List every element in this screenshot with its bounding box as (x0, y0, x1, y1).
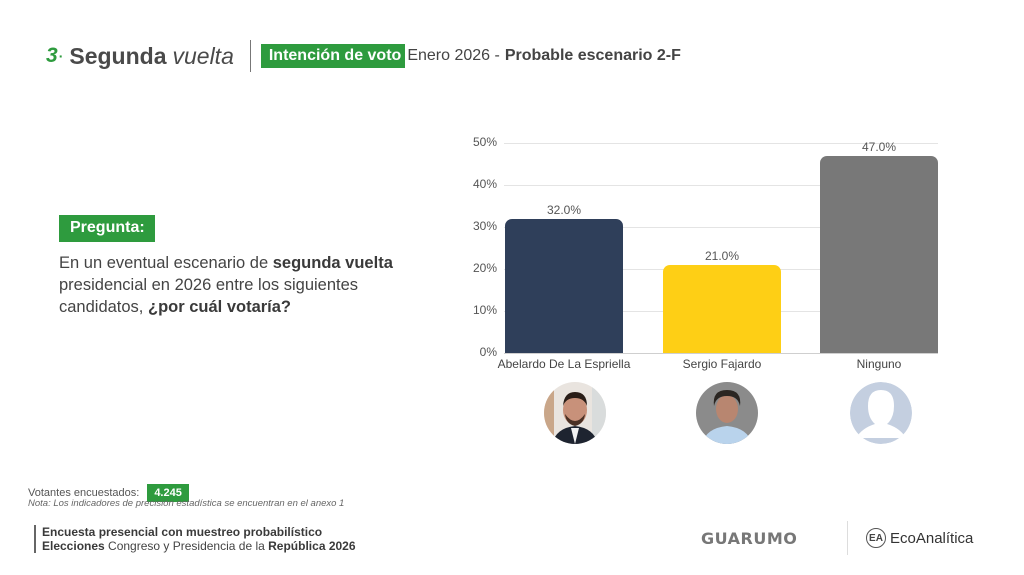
x-category-label: Sergio Fajardo (682, 357, 762, 371)
footer-bold: República 2026 (268, 539, 356, 553)
guarumo-logo: GUARUMO (701, 529, 798, 548)
bar (820, 155, 938, 353)
y-tick-label: 10% (472, 303, 497, 317)
voters-surveyed: Votantes encuestados: 4.245 (28, 484, 189, 502)
y-tick-label: 50% (472, 135, 497, 149)
header-divider (249, 40, 251, 72)
question-label: Pregunta: (59, 215, 155, 242)
question-text: En un eventual escenario de segunda vuel… (59, 252, 409, 318)
avatar-abelardo (544, 382, 606, 444)
y-tick-label: 30% (472, 219, 497, 233)
candidate-photo-icon (696, 382, 758, 444)
bar-value-label: 21.0% (704, 248, 740, 263)
bar (505, 218, 623, 353)
y-tick-label: 0% (479, 345, 497, 359)
bar-value-label: 32.0% (546, 202, 582, 217)
ecoanalitica-logo: EA EcoAnalítica (866, 528, 973, 548)
footer-text: Congreso y Presidencia de la (104, 539, 269, 553)
section-dot: · (58, 48, 64, 64)
gridline (504, 185, 938, 186)
survey-footer: Encuesta presencial con muestreo probabi… (34, 525, 356, 553)
logo-divider (847, 521, 848, 555)
bar (663, 264, 781, 353)
ecoanalitica-text: EcoAnalítica (890, 529, 974, 547)
footer-bold: Elecciones (42, 539, 105, 553)
x-category-label: Ninguno (856, 357, 902, 371)
subtitle-date: Enero 2026 - (407, 47, 500, 64)
topic-badge: Intención de voto (260, 44, 406, 68)
question-text-part: presidencial en 2026 entre los siguiente… (59, 276, 359, 316)
ecoanalitica-icon: EA (866, 528, 886, 548)
question-text-part: En un eventual escenario de (59, 254, 273, 272)
question-text-bold: ¿por cuál votaría? (147, 298, 292, 316)
section-title-italic: vuelta (172, 42, 234, 69)
survey-method: Encuesta presencial con muestreo probabi… (42, 525, 323, 539)
gridline (504, 227, 938, 228)
x-category-label: Abelardo De La Espriella (497, 357, 631, 371)
subtitle-scenario: Probable escenario 2-F (504, 47, 681, 64)
x-axis-line (504, 353, 938, 354)
candidate-photo-icon (544, 382, 606, 444)
gridline (504, 143, 938, 144)
y-tick-label: 40% (472, 177, 497, 191)
slide-header: 3 · Segunda vuelta Intención de voto Ene… (46, 40, 681, 72)
precision-note: Nota: Los indicadores de precisión estad… (28, 498, 345, 509)
question-text-bold: segunda vuelta (272, 254, 393, 272)
section-title-bold: Segunda (69, 42, 167, 69)
avatar-fajardo (696, 382, 758, 444)
person-silhouette-icon (850, 382, 912, 444)
bar-value-label: 47.0% (861, 139, 897, 154)
bar-chart: 0% 10% 20% 30% 40% 50% 32.0% Abelardo De La Esp… (460, 130, 960, 380)
voters-label: Votantes encuestados: (28, 487, 140, 499)
y-tick-label: 20% (472, 261, 497, 275)
avatar-ninguno (850, 382, 912, 444)
section-number: 3 (46, 44, 58, 67)
voters-count: 4.245 (147, 484, 189, 502)
